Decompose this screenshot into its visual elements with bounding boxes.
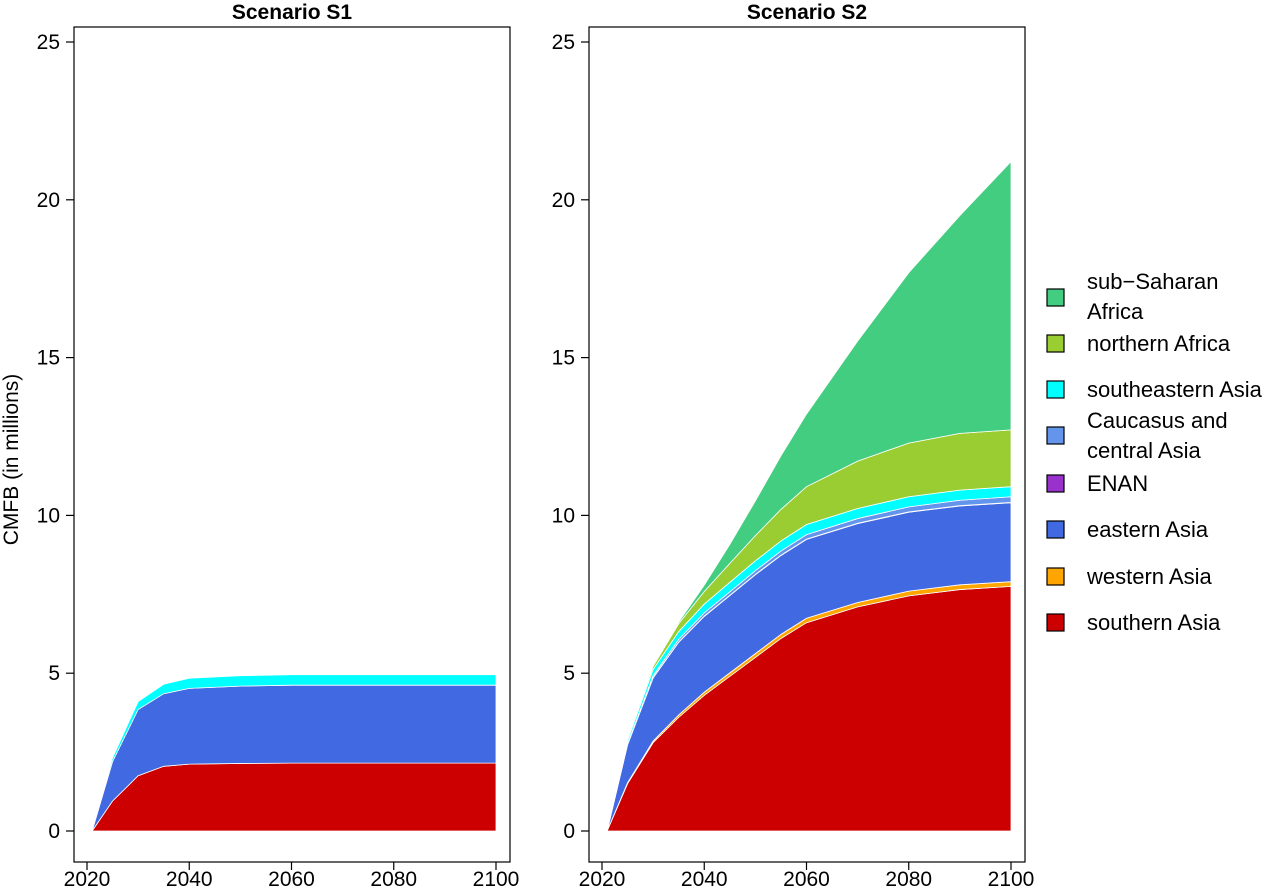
panel-title: Scenario S1 <box>232 1 353 24</box>
panel-1: Scenario S1 0 5 10 15 20 25 2020 2040 2060 2080 210… <box>0 1 519 888</box>
area-sub-saharan-africa <box>606 160 1012 832</box>
legend-item-eastern-asia: eastern Asia <box>1046 517 1209 542</box>
legend-item-sub-saharan-africa: sub−Saharan Africa <box>1046 269 1219 324</box>
legend-swatch <box>1046 474 1065 493</box>
y-tick-label: 0 <box>563 820 575 843</box>
legend-item-enan: ENAN <box>1046 471 1148 496</box>
x-tick-label: 2080 <box>885 868 932 888</box>
legend: sub−Saharan Africa northern Africa southeas… <box>1046 269 1263 635</box>
legend-label: sub−Saharan Africa <box>1087 269 1219 324</box>
y-tick-label: 25 <box>552 31 575 54</box>
legend-label: southern Asia <box>1087 610 1221 635</box>
legend-swatch <box>1046 613 1065 632</box>
legend-swatch <box>1046 426 1065 445</box>
legend-label: Caucasus and central Asia <box>1087 408 1228 463</box>
area-southern-asia <box>91 762 497 832</box>
x-tick-label: 2100 <box>473 868 520 888</box>
legend-label: southeastern Asia <box>1087 377 1263 402</box>
y-tick-label: 25 <box>37 31 60 54</box>
y-tick-label: 10 <box>37 504 60 527</box>
y-axis-title: CMFB (in millions) <box>0 374 23 546</box>
legend-item-southern-asia: southern Asia <box>1046 610 1221 635</box>
panel-2: Scenario S2 0 5 10 15 20 25 2020 2040 2060 2080 210… <box>552 1 1035 888</box>
x-tick-label: 2060 <box>268 868 315 888</box>
x-tick-label: 2080 <box>370 868 417 888</box>
legend-swatch <box>1046 334 1065 353</box>
legend-item-northern-africa: northern Africa <box>1046 331 1231 356</box>
x-tick-label: 2020 <box>579 868 626 888</box>
legend-label: western Asia <box>1086 564 1212 589</box>
legend-label: ENAN <box>1087 471 1148 496</box>
legend-label: eastern Asia <box>1087 517 1209 542</box>
legend-swatch <box>1046 567 1065 586</box>
y-tick-label: 20 <box>37 189 60 212</box>
area-layers <box>606 160 1012 832</box>
legend-swatch <box>1046 288 1065 307</box>
x-tick-label: 2040 <box>681 868 728 888</box>
x-tick-label: 2100 <box>988 868 1035 888</box>
y-tick-label: 5 <box>48 662 60 685</box>
legend-item-caucasus-and-central-asia: Caucasus and central Asia <box>1046 408 1228 463</box>
y-tick-label: 15 <box>37 347 60 370</box>
area-southeastern-asia <box>91 674 497 832</box>
y-tick-label: 10 <box>552 504 575 527</box>
legend-swatch <box>1046 520 1065 539</box>
legend-item-western-asia: western Asia <box>1046 564 1212 589</box>
y-tick-label: 5 <box>563 662 575 685</box>
y-tick-label: 15 <box>552 347 575 370</box>
legend-swatch <box>1046 380 1065 399</box>
legend-item-southeastern-asia: southeastern Asia <box>1046 377 1263 402</box>
legend-label: northern Africa <box>1087 331 1231 356</box>
panel-title: Scenario S2 <box>747 1 867 24</box>
x-tick-label: 2060 <box>783 868 830 888</box>
y-tick-label: 20 <box>552 189 575 212</box>
x-tick-label: 2020 <box>64 868 111 888</box>
y-tick-label: 0 <box>48 820 60 843</box>
area-layers <box>91 674 497 832</box>
x-tick-label: 2040 <box>166 868 213 888</box>
